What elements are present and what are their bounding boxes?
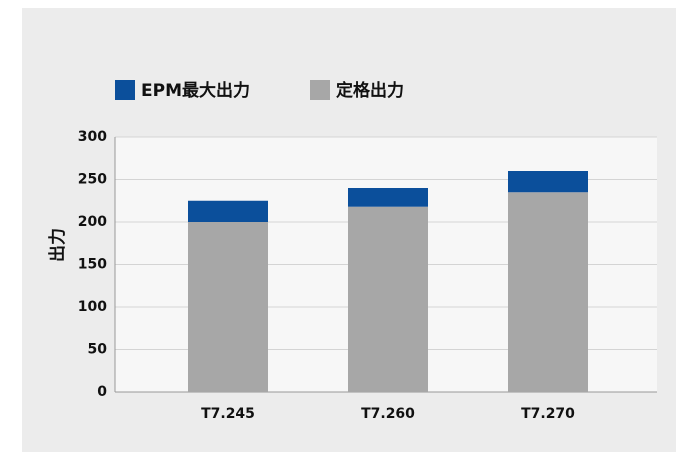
y-tick-label: 100	[78, 299, 107, 315]
bar-segment	[348, 206, 428, 392]
y-tick-label: 150	[78, 257, 107, 273]
y-tick-label: 200	[78, 214, 107, 230]
bar-segment	[348, 188, 428, 207]
bar-segment	[508, 192, 588, 392]
legend-label: EPM最大出力	[141, 80, 250, 101]
bar-segment	[188, 222, 268, 392]
x-tick-label: T7.260	[361, 406, 415, 422]
x-tick-label: T7.245	[201, 406, 255, 422]
y-axis-label: 出力	[47, 228, 68, 262]
y-tick-label: 300	[78, 129, 107, 145]
x-tick-label: T7.270	[521, 406, 575, 422]
y-tick-label: 0	[97, 384, 107, 400]
y-tick-label: 50	[88, 342, 108, 358]
bar-segment	[508, 171, 588, 193]
legend-label: 定格出力	[336, 80, 404, 101]
legend-swatch	[310, 80, 330, 100]
bar-segment	[188, 200, 268, 222]
legend-swatch	[115, 80, 135, 100]
y-tick-label: 250	[78, 172, 107, 188]
